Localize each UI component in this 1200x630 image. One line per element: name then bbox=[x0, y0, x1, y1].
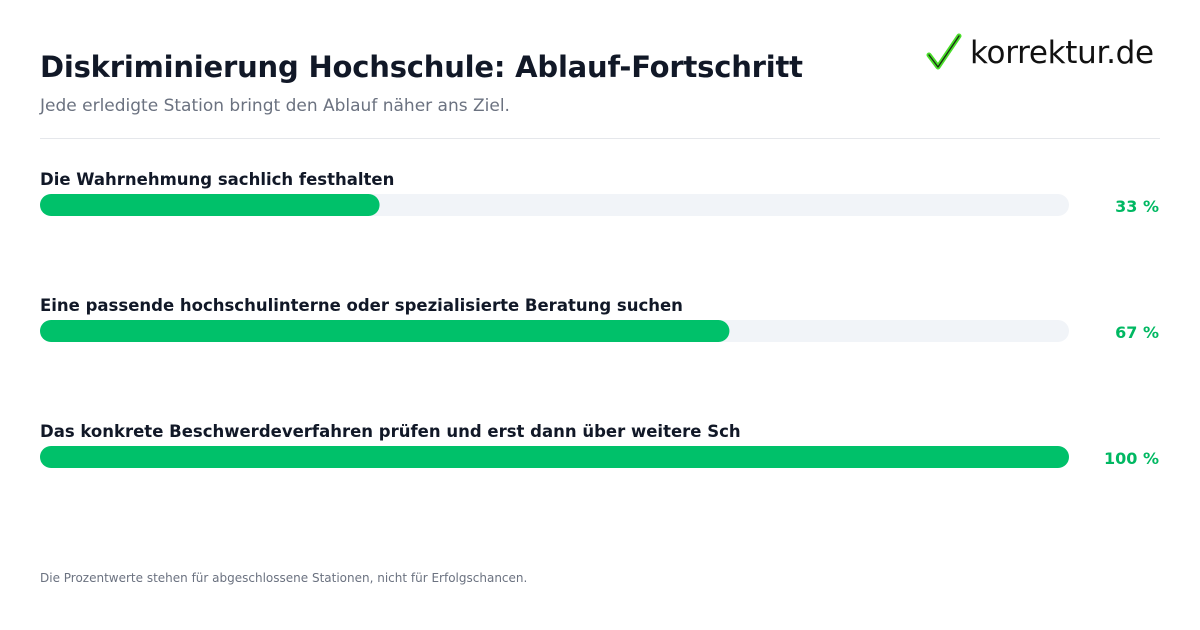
brand-logo[interactable]: korrektur.de bbox=[926, 32, 1154, 74]
bar-label: Die Wahrnehmung sachlich festhalten bbox=[40, 170, 394, 189]
bar-value-label: 100 % bbox=[1104, 449, 1159, 468]
bar-value-label: 67 % bbox=[1115, 323, 1159, 342]
progress-fill bbox=[40, 320, 730, 342]
logo-text: korrektur.de bbox=[970, 35, 1154, 71]
checkmark-icon bbox=[926, 33, 962, 70]
chart-subtitle: Jede erledigte Station bringt den Ablauf… bbox=[40, 96, 510, 116]
progress-fill bbox=[40, 194, 380, 216]
progress-fill bbox=[40, 446, 1069, 468]
footnote: Die Prozentwerte stehen für abgeschlosse… bbox=[40, 571, 528, 585]
bar-value-label: 33 % bbox=[1115, 197, 1159, 216]
header-divider bbox=[40, 138, 1160, 139]
bar-label: Das konkrete Beschwerdeverfahren prüfen … bbox=[40, 422, 741, 441]
chart-title: Diskriminierung Hochschule: Ablauf-Forts… bbox=[40, 50, 803, 84]
bar-label: Eine passende hochschulinterne oder spez… bbox=[40, 296, 683, 315]
